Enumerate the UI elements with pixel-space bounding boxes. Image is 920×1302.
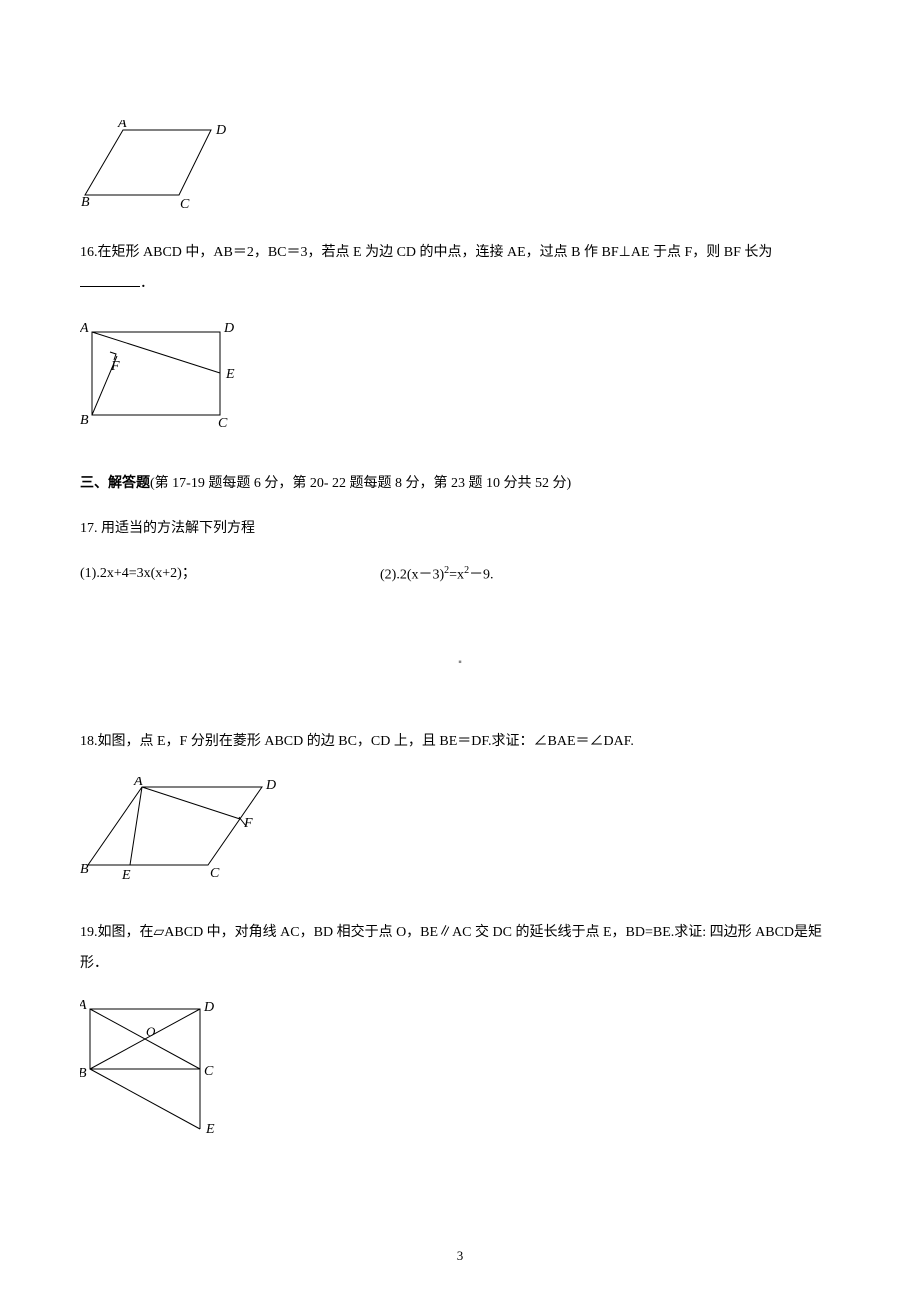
vertex-A-16: A xyxy=(80,321,89,336)
sub2-post: －9. xyxy=(469,567,494,582)
problem-19-text: 19.如图，在▱ABCD 中，对角线 AC，BD 相交于点 O，BE∥AC 交 … xyxy=(80,916,840,980)
vertex-O-19: O xyxy=(146,1024,156,1039)
problem-16-period: ． xyxy=(140,276,154,291)
vertex-C-16: C xyxy=(218,416,228,431)
sub2-mid: =x xyxy=(449,567,464,582)
vertex-D-18: D xyxy=(265,778,276,793)
section-3-title-rest: (第 17-19 题每题 6 分，第 20- 22 题每题 8 分，第 23 题… xyxy=(150,476,571,491)
vertex-C-18: C xyxy=(210,866,220,881)
figure-problem-19: A D B C E O xyxy=(80,999,840,1152)
vertex-A-18: A xyxy=(133,777,143,789)
problem-17-body: 用适当的方法解下列方程 xyxy=(98,521,256,536)
problem-16-blank xyxy=(80,286,140,287)
rect-svg-16: A D B C E F xyxy=(80,320,245,435)
sub2-pre: 2(x－3) xyxy=(400,567,444,582)
figure-problem-18: A D B C E F xyxy=(80,777,840,895)
vertex-A-19: A xyxy=(80,999,87,1013)
line-AF-18 xyxy=(142,787,240,819)
rhombus-svg-18: A D B C E F xyxy=(80,777,280,887)
vertex-D-16: D xyxy=(223,321,234,336)
sub1-label: (1). xyxy=(80,566,100,581)
vertex-B-16: B xyxy=(80,413,89,428)
center-marker: ▪ xyxy=(458,655,462,671)
sub2-label: (2). xyxy=(380,567,400,582)
figure-problem-16: A D B C E F xyxy=(80,320,840,443)
parallelogram-shape xyxy=(85,130,211,195)
vertex-C-19: C xyxy=(204,1064,214,1079)
vertex-B-18: B xyxy=(80,862,89,877)
section-3-heading: 三、解答题(第 17-19 题每题 6 分，第 20- 22 题每题 8 分，第… xyxy=(80,473,840,495)
problem-18-text: 18.如图，点 E，F 分别在菱形 ABCD 的边 BC，CD 上，且 BE＝D… xyxy=(80,727,840,758)
problem-16-number: 16. xyxy=(80,245,98,260)
problem-17-subs: (1).2x+4=3x(x+2)； (2).2(x－3)2=x2－9. xyxy=(80,563,840,587)
sub1-eq: 2x+4=3x(x+2)； xyxy=(100,566,196,581)
problem-18-body: 如图，点 E，F 分别在菱形 ABCD 的边 BC，CD 上，且 BE＝DF.求… xyxy=(98,734,634,749)
vertex-A: A xyxy=(117,120,127,131)
problem-17: 17. 用适当的方法解下列方程 (1).2x+4=3x(x+2)； (2).2(… xyxy=(80,514,840,587)
vertex-B-19: B xyxy=(80,1066,87,1081)
vertex-D-19: D xyxy=(203,1000,214,1015)
vertex-E-18: E xyxy=(121,868,131,883)
page-number: 3 xyxy=(457,1246,464,1267)
problem-16-body: 在矩形 ABCD 中，AB＝2，BC＝3，若点 E 为边 CD 的中点，连接 A… xyxy=(98,245,773,260)
problem-19-number: 19. xyxy=(80,925,98,940)
section-3-title-bold: 三、解答题 xyxy=(80,476,150,491)
vertex-F-18: F xyxy=(243,816,253,831)
problem-18-number: 18. xyxy=(80,734,98,749)
parallelogram-symbol: ▱ xyxy=(154,923,165,939)
vertex-D: D xyxy=(215,123,226,138)
vertex-E-19: E xyxy=(205,1122,215,1137)
problem-19: 19.如图，在▱ABCD 中，对角线 AC，BD 相交于点 O，BE∥AC 交 … xyxy=(80,916,840,1153)
vertex-C: C xyxy=(180,197,190,210)
problem-18: 18.如图，点 E，F 分别在菱形 ABCD 的边 BC，CD 上，且 BE＝D… xyxy=(80,727,840,896)
figure-parallelogram-top: A D B C xyxy=(80,120,840,218)
problem-17-sub2: (2).2(x－3)2=x2－9. xyxy=(380,563,494,587)
rhombus-shape xyxy=(88,787,262,865)
line-BE-19 xyxy=(90,1069,200,1129)
vertex-F-16: F xyxy=(110,359,120,374)
vertex-E-16: E xyxy=(225,367,235,382)
problem-17-sub1: (1).2x+4=3x(x+2)； xyxy=(80,563,380,587)
line-AE-18 xyxy=(130,787,142,865)
vertex-B: B xyxy=(81,195,90,210)
problem-17-text: 17. 用适当的方法解下列方程 xyxy=(80,514,840,545)
parallelogram-svg: A D B C xyxy=(80,120,230,210)
rect-svg-19: A D B C E O xyxy=(80,999,220,1144)
problem-19-part2: ABCD 中，对角线 AC，BD 相交于点 O，BE∥AC 交 DC 的延长线于… xyxy=(80,925,822,971)
problem-16: 16.在矩形 ABCD 中，AB＝2，BC＝3，若点 E 为边 CD 的中点，连… xyxy=(80,238,840,443)
problem-17-number: 17. xyxy=(80,521,98,536)
problem-16-text: 16.在矩形 ABCD 中，AB＝2，BC＝3，若点 E 为边 CD 的中点，连… xyxy=(80,238,840,300)
problem-19-part1: 如图，在 xyxy=(98,925,154,940)
